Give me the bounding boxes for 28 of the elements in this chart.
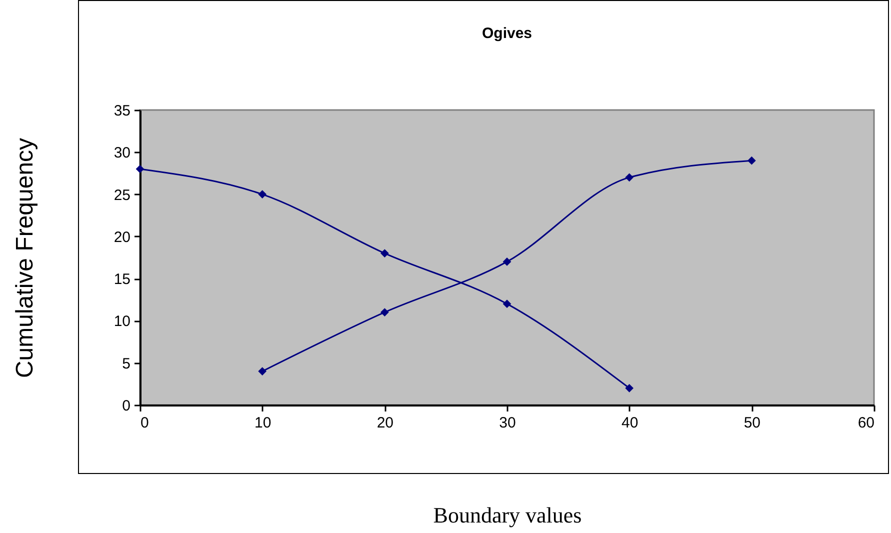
point — [747, 156, 756, 165]
point — [625, 384, 634, 392]
x-tick-label: 60 — [858, 414, 874, 432]
y-tick-label: 15 — [114, 271, 130, 288]
point — [258, 367, 267, 376]
x-tick-label: 30 — [499, 414, 516, 432]
x-axis-title: Boundary values — [433, 502, 582, 528]
point — [380, 308, 389, 316]
y-tick-label: 10 — [114, 313, 130, 330]
point — [258, 190, 267, 198]
y-tick-label: 5 — [122, 355, 130, 372]
point — [380, 249, 389, 258]
point — [502, 300, 512, 308]
point — [136, 164, 144, 174]
y-tick-label: 0 — [122, 398, 130, 414]
x-tick-label: 20 — [376, 414, 394, 432]
x-tick-label: 10 — [254, 414, 272, 432]
y-tick-label: 30 — [114, 144, 130, 162]
y-tick-label: 25 — [114, 186, 130, 204]
chart-title: Ogives — [482, 25, 532, 42]
x-tick-label: 50 — [744, 414, 761, 432]
x-tick-label: 0 — [140, 414, 149, 432]
y-tick-label: 20 — [114, 228, 130, 246]
point — [625, 173, 634, 182]
x-tick-label: 40 — [621, 414, 638, 432]
y-tick-label: 35 — [114, 102, 130, 120]
y-axis-title: Cumulative Frequency — [12, 138, 38, 378]
point — [502, 258, 512, 266]
